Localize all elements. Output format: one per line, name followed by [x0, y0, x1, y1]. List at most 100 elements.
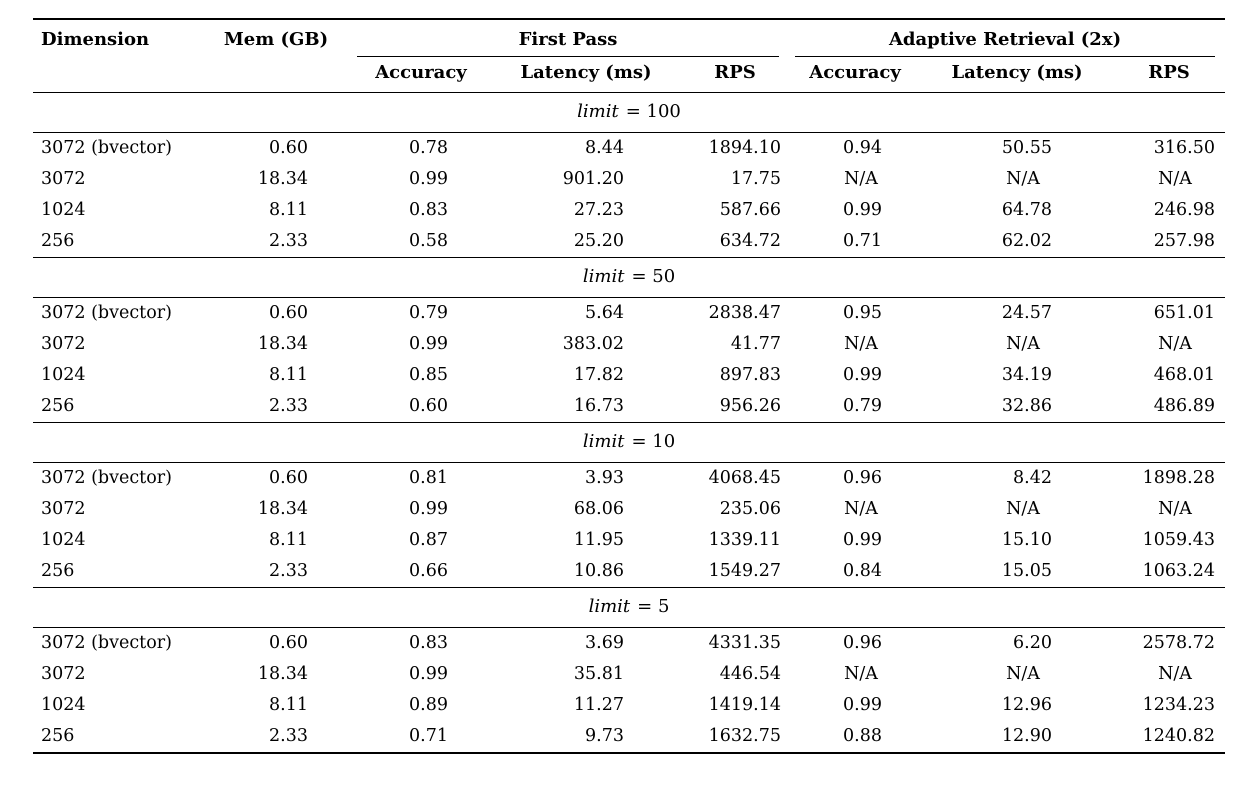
- cell-value: 35.81: [573, 664, 624, 684]
- cell-value: 4331.35: [708, 633, 781, 653]
- limit-variable: limit: [582, 266, 625, 287]
- value-cell: 235.06: [681, 494, 789, 525]
- table-row: 1024 8.11 0.87 11.95 1339.11 0.99 15.10 1059.43: [33, 525, 1225, 556]
- cell-value: 17.75: [730, 169, 781, 189]
- value-cell: 0.94: [789, 133, 921, 165]
- dimension-cell: 1024: [41, 365, 86, 385]
- dimension-cell: 1024: [41, 530, 86, 550]
- table-row: 3072 18.34 0.99 383.02 41.77 N/A N/A N/A: [33, 329, 1225, 360]
- value-cell: 6.20: [921, 628, 1113, 660]
- limit-value: = 100: [625, 101, 681, 122]
- value-cell: 9.73: [491, 721, 681, 753]
- cell-value: 11.95: [573, 530, 624, 550]
- cell-value: 1898.28: [1142, 468, 1216, 488]
- cell-value: 2.33: [269, 726, 308, 746]
- section-limit-row: limit = 100: [33, 92, 1226, 133]
- group-label-adaptive-retrieval: Adaptive Retrieval (2x): [795, 29, 1216, 57]
- cell-value: 257.98: [1153, 231, 1216, 251]
- cell-value: 18.34: [257, 664, 308, 684]
- cell-value: 0.89: [409, 695, 448, 715]
- value-cell: 2.33: [201, 226, 351, 258]
- value-cell: 0.95: [789, 298, 921, 330]
- cell-value: 10.86: [573, 561, 624, 581]
- table-row: 3072 18.34 0.99 68.06 235.06 N/A N/A N/A: [33, 494, 1225, 525]
- cell-value: 2578.72: [1142, 633, 1216, 653]
- section-limit-row: limit = 50: [33, 257, 1226, 298]
- benchmark-results-table: Dimension Mem (GB) First Pass Adaptive R…: [33, 18, 1226, 754]
- value-cell: N/A: [921, 494, 1113, 525]
- value-cell: 0.83: [351, 195, 491, 226]
- cell-value: 0.58: [409, 231, 448, 251]
- cell-value: N/A: [1158, 499, 1192, 519]
- value-cell: 2578.72: [1113, 628, 1225, 660]
- value-cell: 0.96: [789, 628, 921, 660]
- column-group-first-pass: First Pass: [351, 19, 789, 57]
- limit-value: = 50: [631, 266, 676, 287]
- value-cell: 25.20: [491, 226, 681, 258]
- cell-value: 0.83: [409, 200, 448, 220]
- cell-value: 1063.24: [1142, 561, 1216, 581]
- cell-value: 1234.23: [1142, 695, 1216, 715]
- cell-value: 0.99: [843, 200, 883, 220]
- cell-value: 956.26: [719, 396, 781, 416]
- value-cell: 257.98: [1113, 226, 1225, 258]
- section-limit-label: limit = 5: [33, 587, 1226, 628]
- column-header-fp-rps: RPS: [681, 57, 790, 93]
- value-cell: 0.60: [351, 391, 491, 423]
- limit-value: = 5: [637, 596, 670, 617]
- value-cell: 4068.45: [681, 463, 789, 495]
- table-row: 3072 18.34 0.99 35.81 446.54 N/A N/A N/A: [33, 659, 1225, 690]
- table-row: 1024 8.11 0.85 17.82 897.83 0.99 34.19 468.01: [33, 360, 1225, 391]
- cell-value: 24.57: [1001, 303, 1053, 323]
- group-header-row: Dimension Mem (GB) First Pass Adaptive R…: [33, 19, 1225, 57]
- cell-value: 0.60: [269, 468, 308, 488]
- cell-value: 8.42: [1013, 468, 1053, 488]
- cell-value: 0.81: [409, 468, 448, 488]
- value-cell: 956.26: [681, 391, 789, 423]
- value-cell: 15.10: [921, 525, 1113, 556]
- limit-variable: limit: [577, 101, 619, 122]
- cell-value: 68.06: [573, 499, 624, 519]
- value-cell: 35.81: [491, 659, 681, 690]
- cell-value: 8.44: [585, 138, 624, 158]
- column-group-adaptive-retrieval: Adaptive Retrieval (2x): [789, 19, 1225, 57]
- value-cell: 15.05: [921, 556, 1113, 588]
- cell-value: 0.71: [409, 726, 448, 746]
- table-row: 256 2.33 0.71 9.73 1632.75 0.88 12.90 1240.82: [33, 721, 1225, 753]
- section-limit-label: limit = 100: [33, 92, 1226, 133]
- value-cell: 8.11: [201, 690, 351, 721]
- value-cell: N/A: [789, 164, 921, 195]
- value-cell: 0.78: [351, 133, 491, 165]
- value-cell: N/A: [789, 659, 921, 690]
- value-cell: 383.02: [491, 329, 681, 360]
- cell-value: 16.73: [573, 396, 624, 416]
- value-cell: 0.71: [351, 721, 491, 753]
- cell-value: 18.34: [257, 499, 308, 519]
- cell-value: N/A: [1158, 169, 1192, 189]
- cell-value: 0.99: [409, 334, 448, 354]
- value-cell: 897.83: [681, 360, 789, 391]
- cell-value: 27.23: [573, 200, 624, 220]
- value-cell: 0.99: [351, 329, 491, 360]
- group-label-first-pass: First Pass: [357, 29, 780, 57]
- dimension-cell: 3072: [41, 664, 86, 684]
- value-cell: 18.34: [201, 494, 351, 525]
- cell-value: 0.99: [409, 664, 448, 684]
- cell-value: 8.11: [269, 365, 308, 385]
- value-cell: 0.60: [201, 628, 351, 660]
- dimension-cell: 3072: [41, 499, 86, 519]
- value-cell: 34.19: [921, 360, 1113, 391]
- cell-value: 25.20: [573, 231, 624, 251]
- value-cell: 0.99: [789, 195, 921, 226]
- value-cell: 50.55: [921, 133, 1113, 165]
- value-cell: 8.44: [491, 133, 681, 165]
- cell-value: 897.83: [719, 365, 781, 385]
- dimension-cell: 3072 (bvector): [41, 633, 172, 653]
- value-cell: 10.86: [491, 556, 681, 588]
- value-cell: 246.98: [1113, 195, 1225, 226]
- cell-value: 0.79: [843, 396, 883, 416]
- cell-value: 651.01: [1153, 303, 1216, 323]
- table-row: 1024 8.11 0.83 27.23 587.66 0.99 64.78 246.98: [33, 195, 1225, 226]
- cell-value: 0.99: [409, 499, 448, 519]
